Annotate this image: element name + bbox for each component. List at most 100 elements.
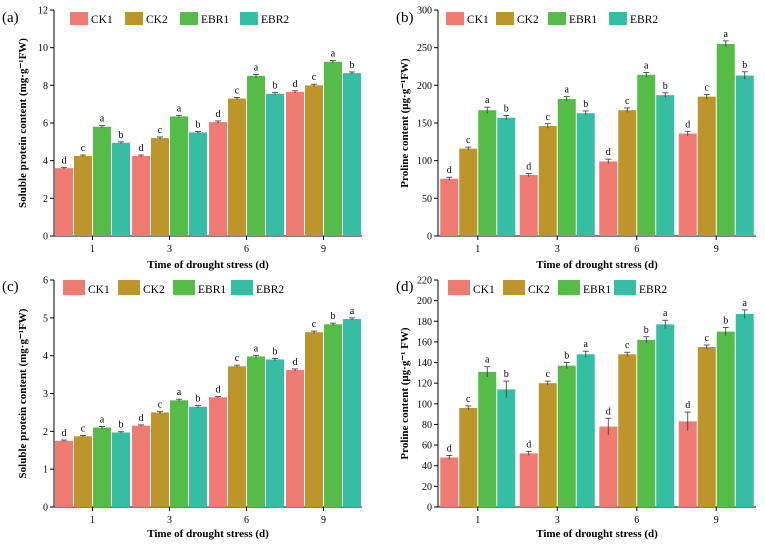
bar-ebr1 <box>93 427 111 507</box>
bar-ck2 <box>151 138 169 236</box>
bar-ck2 <box>151 412 169 507</box>
bar-ck2 <box>305 332 323 507</box>
significance-letter: a <box>331 49 336 60</box>
legend-label-ebr1: EBR1 <box>198 284 226 296</box>
y-axis-title: Soluble protein content (mg·g⁻¹FW) <box>17 38 29 208</box>
bar-ebr2 <box>189 132 207 236</box>
significance-letter: c <box>546 112 551 123</box>
significance-letter: d <box>139 413 144 424</box>
significance-letter: d <box>526 161 531 172</box>
panel-label: (a) <box>2 10 19 26</box>
x-tick-label: 6 <box>244 515 249 526</box>
y-tick-label: 220 <box>417 276 432 287</box>
bar-ck2 <box>697 347 716 507</box>
legend-swatch-ebr1 <box>180 12 198 25</box>
x-axis-title: Time of drought stress (d) <box>147 259 269 271</box>
legend-swatch-ck1 <box>70 12 88 25</box>
legend-swatch-ebr1 <box>173 280 195 295</box>
significance-letter: b <box>663 81 668 92</box>
bar-ck2 <box>459 148 478 236</box>
bar-ebr1 <box>478 371 497 507</box>
bar-ck2 <box>618 354 637 507</box>
y-tick-label: 50 <box>422 194 432 205</box>
significance-letter: d <box>526 439 531 450</box>
significance-letter: b <box>504 369 509 380</box>
significance-letter: a <box>485 355 490 366</box>
bar-ck1 <box>55 440 73 507</box>
y-tick-label: 100 <box>417 156 432 167</box>
legend-swatch-ck2 <box>118 280 140 295</box>
legend-swatch-ebr2 <box>240 12 258 25</box>
significance-letter: d <box>685 119 690 130</box>
significance-letter: d <box>606 147 611 158</box>
bar-ebr1 <box>637 74 656 236</box>
x-axis-title: Time of drought stress (d) <box>536 259 658 271</box>
x-tick-label: 9 <box>714 515 719 526</box>
chart-panel-1: 0 2 4 6 8 10 12 1 3 6 9 d d d d c c c c a a a a b b b b (a) Time of … <box>2 6 362 271</box>
bar-ck2 <box>538 126 557 236</box>
significance-letter: d <box>447 443 452 454</box>
panel-label: (b) <box>396 10 414 26</box>
significance-letter: b <box>350 60 355 71</box>
legend-swatch-ebr2 <box>614 280 636 295</box>
significance-letter: b <box>504 103 509 114</box>
x-tick-label: 9 <box>321 515 326 526</box>
y-tick-label: 150 <box>417 119 432 130</box>
y-tick-label: 4 <box>43 351 48 362</box>
significance-letter: c <box>158 125 163 136</box>
chart-panel-4: 0 20 40 60 80 100 120 140 160 180 200 220 1 3 6 9 d d d d c c… <box>396 276 756 540</box>
legend-label-ck1: CK1 <box>88 284 110 296</box>
bar-ck1 <box>599 426 618 507</box>
bar-ebr1 <box>93 126 111 236</box>
significance-letter: c <box>625 340 630 351</box>
x-axis-title: Time of drought stress (d) <box>147 528 269 540</box>
y-tick-label: 0 <box>43 503 48 514</box>
significance-letter: a <box>254 343 259 354</box>
x-tick-label: 6 <box>244 244 249 255</box>
bar-ck1 <box>678 133 697 236</box>
y-tick-label: 8 <box>43 81 48 92</box>
y-tick-label: 200 <box>417 81 432 92</box>
significance-letter: c <box>81 143 86 154</box>
x-tick-label: 3 <box>555 515 560 526</box>
bar-ck1 <box>519 453 538 507</box>
x-tick-label: 1 <box>475 515 480 526</box>
significance-letter: c <box>235 353 240 364</box>
panel-label: (c) <box>2 279 19 295</box>
significance-letter: a <box>100 114 105 125</box>
legend-label-ck1: CK1 <box>473 284 495 296</box>
significance-letter: d <box>447 165 452 176</box>
y-tick-label: 80 <box>422 420 432 431</box>
x-tick-label: 1 <box>475 244 480 255</box>
significance-letter: a <box>663 308 668 319</box>
y-axis-title: Proline content (μg·g⁻¹FW) <box>399 58 411 188</box>
y-tick-label: 4 <box>43 156 48 167</box>
significance-letter: a <box>177 103 182 114</box>
legend-label-ck2: CK2 <box>143 284 165 296</box>
bar-ck2 <box>74 436 92 507</box>
significance-letter: a <box>177 387 182 398</box>
significance-letter: c <box>546 369 551 380</box>
significance-letter: c <box>625 96 630 107</box>
bar-ebr2 <box>576 354 595 507</box>
bar-ebr2 <box>656 324 675 507</box>
bar-ck2 <box>618 110 637 236</box>
bar-ck2 <box>459 407 478 507</box>
y-tick-label: 100 <box>417 399 432 410</box>
bar-ck1 <box>599 161 618 236</box>
y-tick-label: 0 <box>427 503 432 514</box>
bar-ebr1 <box>324 61 342 236</box>
y-tick-label: 1 <box>43 465 48 476</box>
y-tick-label: 200 <box>417 296 432 307</box>
bar-ebr2 <box>112 432 130 507</box>
x-tick-label: 9 <box>714 244 719 255</box>
bar-ck1 <box>209 397 227 507</box>
y-tick-label: 3 <box>43 389 48 400</box>
legend-swatch-ck1 <box>446 12 464 25</box>
x-tick-label: 6 <box>634 515 639 526</box>
bar-ck2 <box>228 366 246 507</box>
significance-letter: d <box>293 357 298 368</box>
significance-letter: c <box>235 85 240 96</box>
x-tick-label: 3 <box>555 244 560 255</box>
